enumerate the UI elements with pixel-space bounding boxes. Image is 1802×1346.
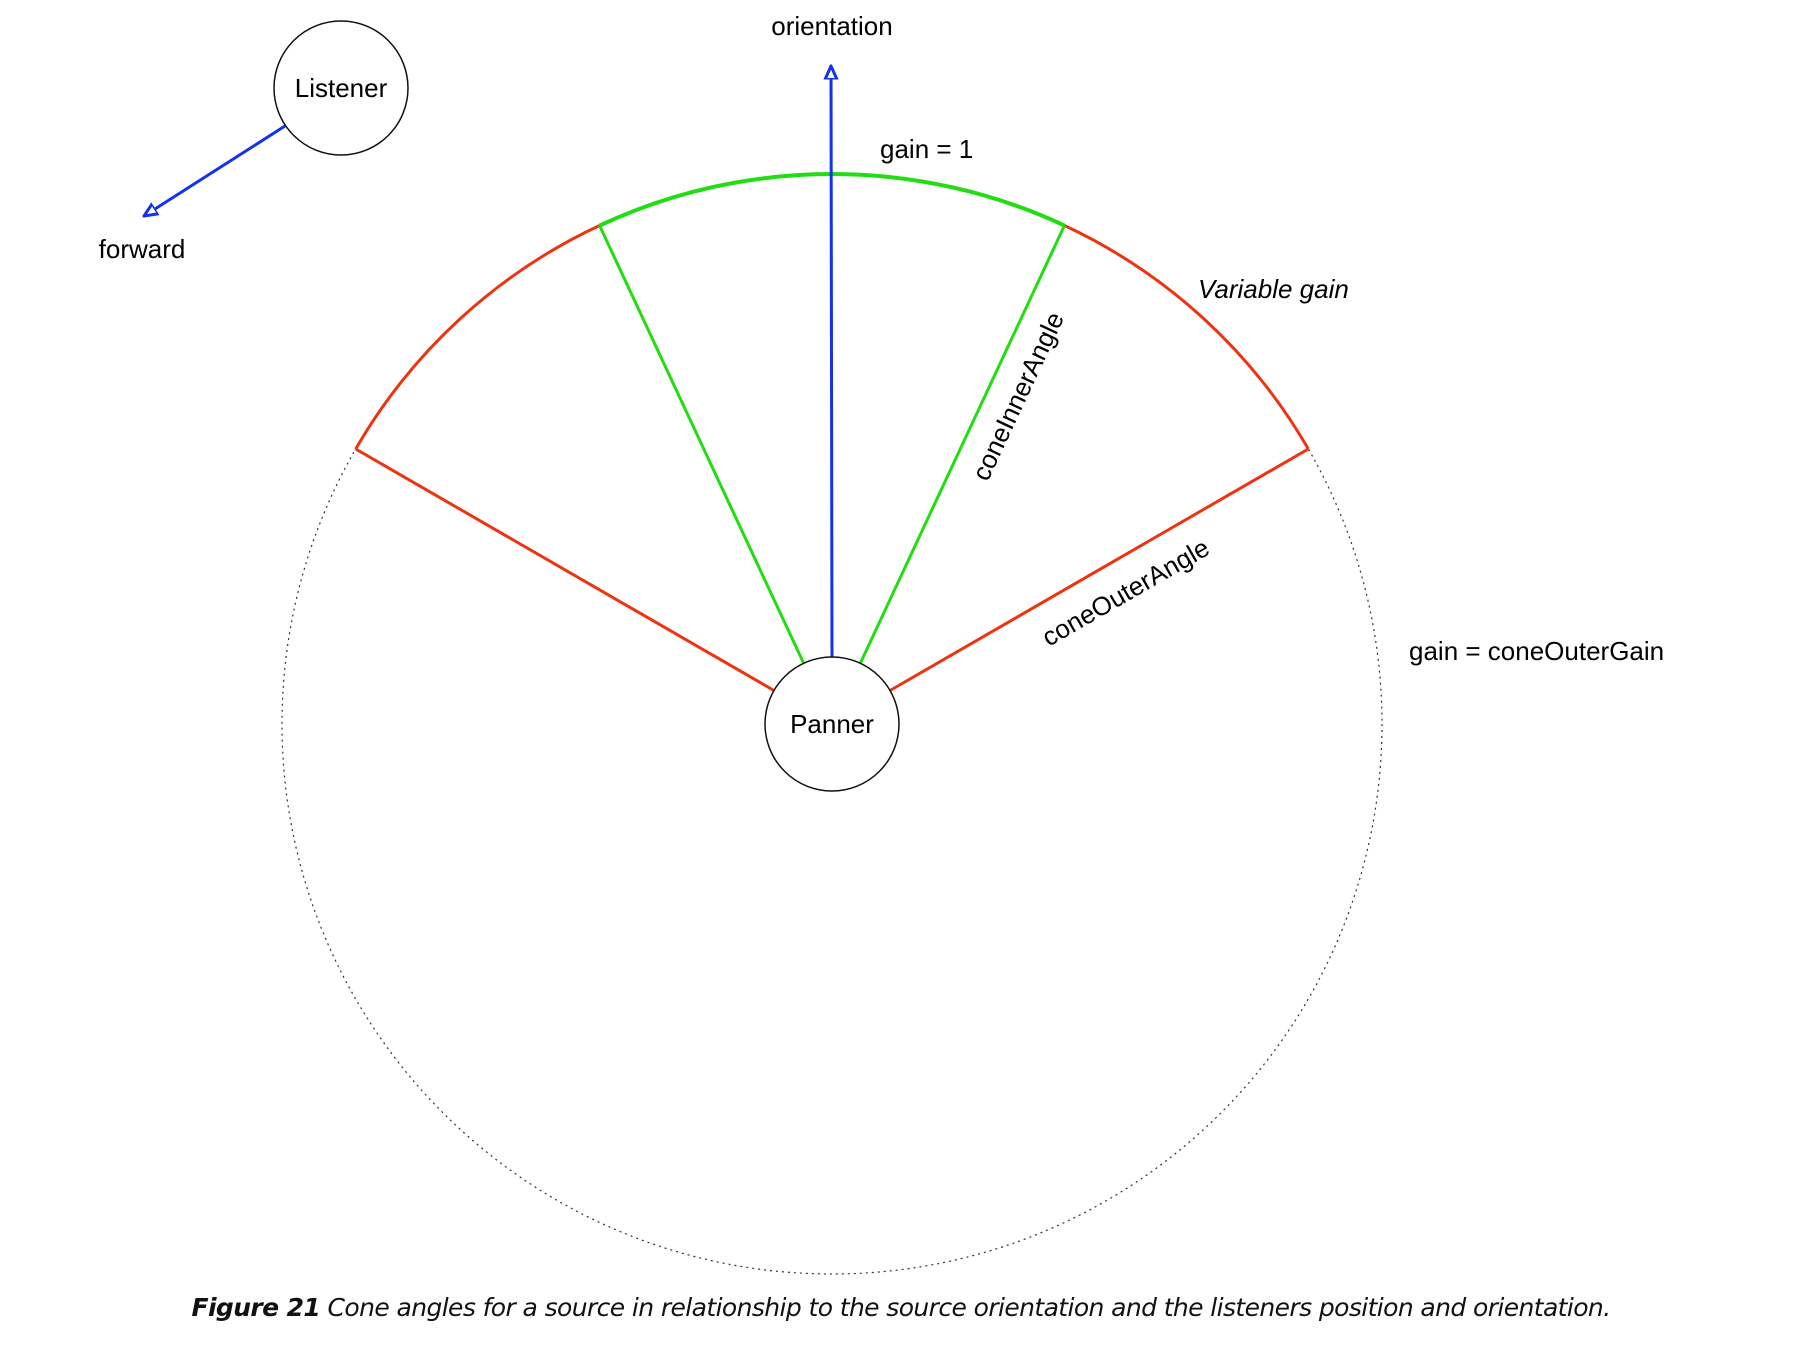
forward-label: forward	[99, 234, 186, 264]
outer-cone-edge-left	[354, 447, 775, 692]
caption-text: Cone angles for a source in relationship…	[320, 1293, 1612, 1322]
listener-label: Listener	[295, 73, 388, 103]
listener-node	[273, 20, 409, 156]
orientation-arrow	[831, 66, 832, 658]
figure-number: Figure 21	[191, 1293, 321, 1322]
figure-caption: Figure 21 Cone angles for a source in re…	[0, 1293, 1802, 1322]
outer-cone-edge-right	[889, 447, 1310, 692]
gain-one-label: gain = 1	[880, 134, 973, 164]
panner-label: Panner	[790, 709, 874, 739]
outer-dotted-circle	[281, 173, 1383, 1275]
variable-gain-label: Variable gain	[1198, 274, 1349, 304]
cone-inner-angle-label: coneInnerAngle	[966, 307, 1070, 485]
inner-cone-edge-left	[598, 224, 806, 664]
orientation-label: orientation	[771, 11, 892, 41]
outer-gain-label: gain = coneOuterGain	[1409, 636, 1664, 666]
outer-cone-arc-right	[1063, 224, 1310, 450]
panner-node	[764, 656, 900, 792]
cone-outer-angle-label: coneOuterAngle	[1037, 532, 1215, 652]
outer-cone-arc-left	[354, 224, 601, 450]
inner-cone-edge-right	[858, 224, 1066, 664]
forward-arrow	[144, 124, 286, 216]
